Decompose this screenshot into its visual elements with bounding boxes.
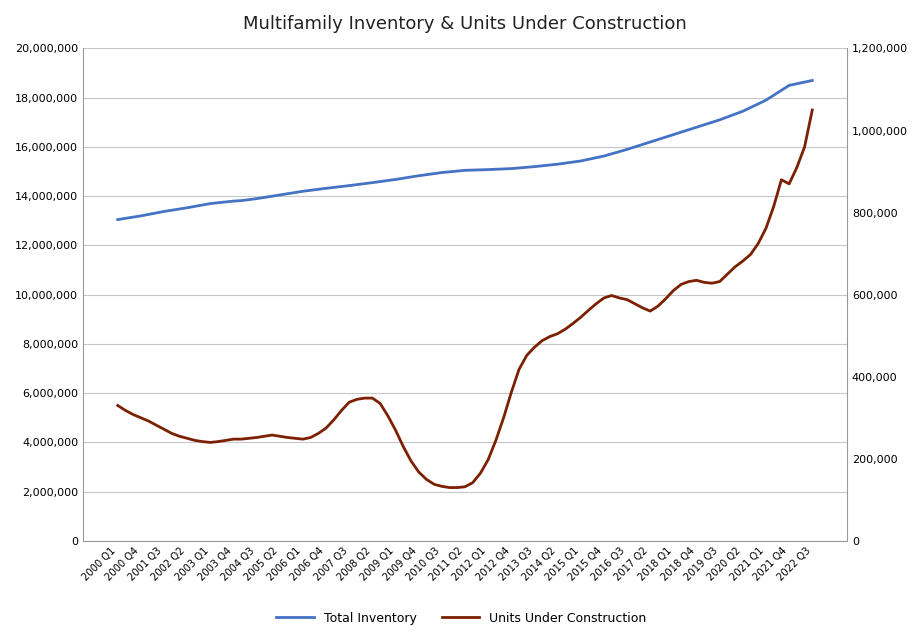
Units Under Construction — [799, 143, 810, 151]
Total Inventory — [807, 77, 818, 84]
Total Inventory — [113, 215, 124, 223]
Title: Multifamily Inventory & Units Under Construction: Multifamily Inventory & Units Under Cons… — [243, 15, 687, 33]
Units Under Construction — [706, 279, 717, 287]
Units Under Construction — [113, 402, 124, 410]
Line: Total Inventory: Total Inventory — [118, 80, 812, 219]
Total Inventory — [290, 188, 301, 196]
Total Inventory — [791, 80, 802, 87]
Total Inventory — [198, 201, 209, 209]
Units Under Construction — [807, 106, 818, 114]
Total Inventory — [784, 82, 795, 89]
Total Inventory — [699, 121, 710, 129]
Units Under Construction — [444, 484, 455, 491]
Legend: Total Inventory, Units Under Construction: Total Inventory, Units Under Constructio… — [271, 608, 652, 630]
Units Under Construction — [791, 163, 802, 171]
Total Inventory — [274, 191, 285, 199]
Units Under Construction — [274, 432, 285, 440]
Line: Units Under Construction: Units Under Construction — [118, 110, 812, 487]
Units Under Construction — [198, 438, 209, 446]
Units Under Construction — [290, 435, 301, 442]
